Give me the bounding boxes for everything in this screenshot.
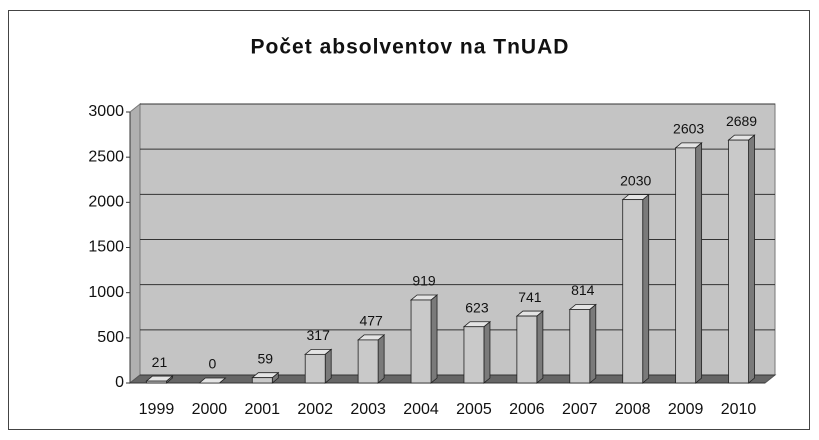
- y-tick-label: 0: [115, 374, 124, 391]
- bar: [304, 353, 326, 384]
- y-tick-label: 1000: [88, 284, 124, 301]
- data-label: 919: [412, 273, 436, 289]
- bar: [410, 299, 432, 384]
- bar-side: [642, 193, 650, 384]
- x-tick-label: 2000: [192, 401, 228, 418]
- data-label: 317: [307, 327, 331, 343]
- bar: [622, 199, 644, 384]
- x-tick-label: 2004: [403, 401, 439, 418]
- bar-side: [430, 294, 438, 384]
- data-label: 741: [518, 289, 542, 305]
- data-label: 814: [571, 282, 595, 298]
- bar: [569, 309, 591, 384]
- bar: [675, 147, 697, 384]
- bar-side: [748, 134, 755, 384]
- side-wall: [129, 102, 141, 385]
- bar-top: [198, 377, 227, 384]
- chart-title: Počet absolventov na TnUAD: [251, 36, 570, 59]
- bar: [463, 326, 485, 384]
- y-tick-label: 2500: [88, 148, 124, 165]
- x-tick-label: 2010: [721, 401, 757, 418]
- bar-side: [377, 334, 385, 384]
- y-tick-label: 3000: [88, 103, 124, 120]
- bar-side: [695, 142, 703, 384]
- bar-side: [483, 320, 491, 384]
- data-label: 2603: [673, 121, 704, 137]
- bar-side: [589, 303, 597, 384]
- y-tick-label: 500: [97, 329, 124, 346]
- x-tick-label: 2005: [456, 401, 492, 418]
- bar: [357, 339, 379, 384]
- data-label: 477: [359, 313, 383, 329]
- data-label: 623: [465, 299, 489, 315]
- x-tick-label: 2007: [562, 401, 598, 418]
- data-label: 21: [152, 354, 168, 370]
- x-tick-label: 2009: [668, 401, 704, 418]
- x-tick-label: 2003: [350, 401, 386, 418]
- bar: [251, 377, 273, 384]
- data-label: 2030: [620, 172, 651, 188]
- bar: [516, 315, 538, 384]
- y-tick-label: 2000: [88, 194, 124, 211]
- data-label: 2689: [726, 113, 757, 129]
- data-label: 59: [258, 350, 274, 366]
- data-label: 0: [208, 356, 216, 372]
- x-tick-label: 2002: [297, 401, 333, 418]
- bar: [728, 139, 749, 384]
- y-tick-label: 1500: [88, 239, 124, 256]
- x-tick-label: 2006: [509, 401, 545, 418]
- x-tick-label: 2008: [615, 401, 651, 418]
- bar: [146, 380, 167, 384]
- bar-side: [536, 310, 544, 384]
- x-tick-label: 1999: [139, 401, 175, 418]
- bar-side: [324, 348, 332, 384]
- x-tick-label: 2001: [244, 401, 280, 418]
